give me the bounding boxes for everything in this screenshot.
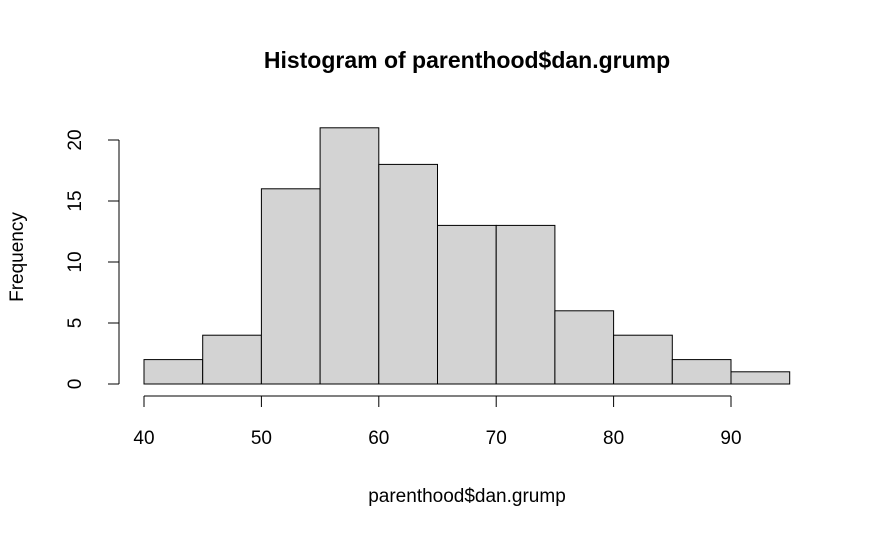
y-tick-label: 0: [65, 379, 86, 390]
bar: [202, 334, 262, 385]
x-axis-label: parenthood$dan.grump: [368, 486, 566, 507]
x-tick-label: 60: [368, 428, 389, 449]
x-tick-label: 80: [603, 428, 624, 449]
x-tick-label: 50: [251, 428, 272, 449]
y-tick-label: 10: [65, 251, 86, 272]
bar: [437, 224, 497, 385]
bar: [260, 188, 321, 385]
y-tick-label: 15: [65, 190, 86, 211]
bar: [613, 334, 673, 385]
bar: [378, 163, 438, 385]
bar: [495, 224, 556, 385]
y-tick-label: 5: [65, 318, 86, 329]
bar: [730, 371, 791, 385]
x-tick-label: 90: [720, 428, 741, 449]
chart-title: Histogram of parenthood$dan.grump: [264, 47, 670, 73]
y-tick-label: 20: [65, 129, 86, 150]
x-tick-label: 40: [133, 428, 154, 449]
bar: [143, 359, 204, 385]
bar: [671, 359, 732, 385]
bar: [554, 310, 615, 385]
y-axis-label: Frequency: [7, 212, 28, 302]
x-tick-label: 70: [486, 428, 507, 449]
bar: [319, 127, 380, 385]
